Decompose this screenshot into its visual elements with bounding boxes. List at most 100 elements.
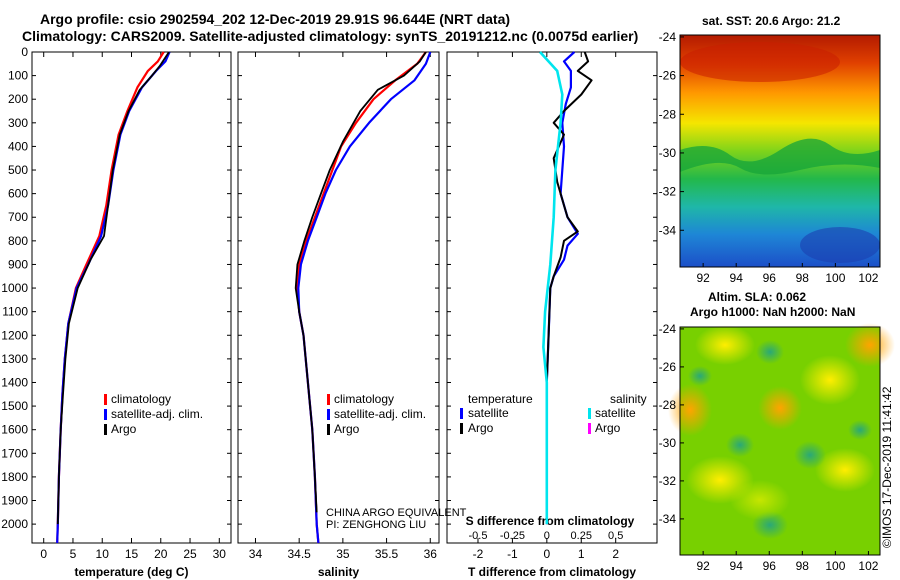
legend-label: Argo (334, 422, 360, 436)
temperature-panel (31, 51, 232, 544)
x-tick-label: 5 (70, 547, 77, 561)
legend-label: satellite (468, 406, 509, 420)
legend-swatch (327, 424, 330, 435)
map-x-tick-label: 98 (796, 559, 810, 573)
x-tick-label: 35.5 (375, 547, 399, 561)
sla-blob (758, 386, 802, 430)
sla-blob (794, 441, 826, 469)
x-tick-label: 2 (612, 547, 619, 561)
map-x-tick-label: 92 (696, 271, 710, 285)
map-y-tick-label: -30 (659, 146, 677, 160)
y-tick-label: 700 (8, 210, 28, 224)
legend-swatch (327, 409, 330, 420)
y-tick-label: 1600 (1, 423, 28, 437)
legend-label: satellite-adj. clim. (111, 407, 203, 421)
x-axis-label: T difference from climatology (468, 565, 636, 579)
map-y-tick-label: -24 (659, 322, 677, 336)
y-tick-label: 1800 (1, 470, 28, 484)
y-tick-label: 800 (8, 234, 28, 248)
map-y-tick-label: -28 (659, 398, 677, 412)
series-line-temp-argo (56, 51, 170, 525)
x-tick-label: 0 (40, 547, 47, 561)
y-tick-label: 400 (8, 139, 28, 153)
sla-blob (688, 366, 712, 386)
map-y-tick-label: -26 (659, 360, 677, 374)
y-tick-label: 1400 (1, 375, 28, 389)
y-tick-label: 300 (8, 116, 28, 130)
sst-map-title: sat. SST: 20.6 Argo: 21.2 (702, 14, 841, 28)
map-y-tick-label: -30 (659, 436, 677, 450)
map-x-tick-label: 94 (730, 559, 744, 573)
y-tick-label: 1900 (1, 494, 28, 508)
legend-swatch (104, 409, 107, 420)
salinity-annotation: PI: ZENGHONG LIU (326, 519, 426, 531)
x-tick-label: 36 (424, 547, 438, 561)
x-tick-label: 34 (249, 547, 263, 561)
y-tick-label: 1700 (1, 446, 28, 460)
legend-label: satellite (595, 406, 636, 420)
secondary-x-tick-label: 0.25 (571, 530, 592, 542)
legend-label: Argo (468, 421, 494, 435)
difference-panel (446, 51, 658, 544)
y-tick-label: 2000 (1, 517, 28, 531)
sla-map-subtitle: Argo h1000: NaN h2000: NaN (690, 305, 856, 319)
map-y-tick-label: -32 (659, 474, 677, 488)
x-tick-label: -2 (473, 547, 484, 561)
secondary-x-tick-label: -0.5 (468, 530, 487, 542)
map-y-tick-label: -34 (659, 223, 677, 237)
x-tick-label: 10 (96, 547, 110, 561)
legend-swatch (104, 394, 107, 405)
map-x-tick-label: 96 (763, 271, 777, 285)
series-line-diff-t-argo (545, 51, 593, 525)
legend-label: climatology (334, 392, 394, 406)
y-tick-label: 1000 (1, 281, 28, 295)
x-tick-label: 0 (543, 547, 550, 561)
y-tick-label: 600 (8, 187, 28, 201)
salinity-annotation: CHINA ARGO EQUIVALENT (326, 507, 467, 519)
map-x-tick-label: 94 (730, 271, 744, 285)
legend-label: Argo (595, 421, 621, 435)
x-axis-label: temperature (deg C) (74, 565, 188, 579)
x-tick-label: 35 (336, 547, 350, 561)
y-tick-label: 1100 (2, 305, 28, 319)
y-tick-label: 200 (8, 92, 28, 106)
map-x-tick-label: 96 (763, 559, 777, 573)
legend-heading: temperature (468, 392, 533, 406)
legend-swatch (460, 408, 463, 419)
map-y-tick-label: -24 (659, 30, 677, 44)
map-x-tick-label: 100 (825, 271, 845, 285)
legend-swatch (460, 423, 463, 434)
sla-map-title: Altim. SLA: 0.062 (708, 290, 807, 304)
legend-label: Argo (111, 422, 137, 436)
legend-label: climatology (111, 392, 171, 406)
map-y-tick-label: -34 (659, 512, 677, 526)
salinity-panel (237, 51, 440, 544)
sst-map (679, 34, 881, 268)
chart-title-line-1: Argo profile: csio 2902594_202 12-Dec-20… (40, 11, 511, 27)
x-tick-label: 30 (213, 547, 227, 561)
map-x-tick-label: 100 (825, 559, 845, 573)
secondary-x-tick-label: 0 (544, 530, 550, 542)
sst-map-cold-core (800, 227, 880, 263)
legend-label: satellite-adj. clim. (334, 407, 426, 421)
x-tick-label: 15 (125, 547, 139, 561)
y-tick-label: 100 (8, 69, 28, 83)
map-y-tick-label: -26 (659, 69, 677, 83)
secondary-x-tick-label: -0.25 (500, 530, 525, 542)
legend-swatch (588, 423, 591, 434)
legend-heading: salinity (610, 392, 647, 406)
secondary-x-axis-label: S difference from climatology (466, 514, 635, 528)
x-tick-label: 25 (183, 547, 197, 561)
x-tick-label: 34.5 (287, 547, 311, 561)
sst-map-warm-core (680, 42, 840, 82)
y-tick-label: 1500 (1, 399, 28, 413)
sst-map-front (680, 138, 880, 175)
map-x-tick-label: 102 (858, 559, 878, 573)
map-x-tick-label: 98 (796, 271, 810, 285)
map-x-tick-label: 92 (696, 559, 710, 573)
x-axis-label: salinity (318, 565, 360, 579)
sla-blob (845, 323, 895, 367)
y-tick-label: 500 (8, 163, 28, 177)
legend-swatch (327, 394, 330, 405)
